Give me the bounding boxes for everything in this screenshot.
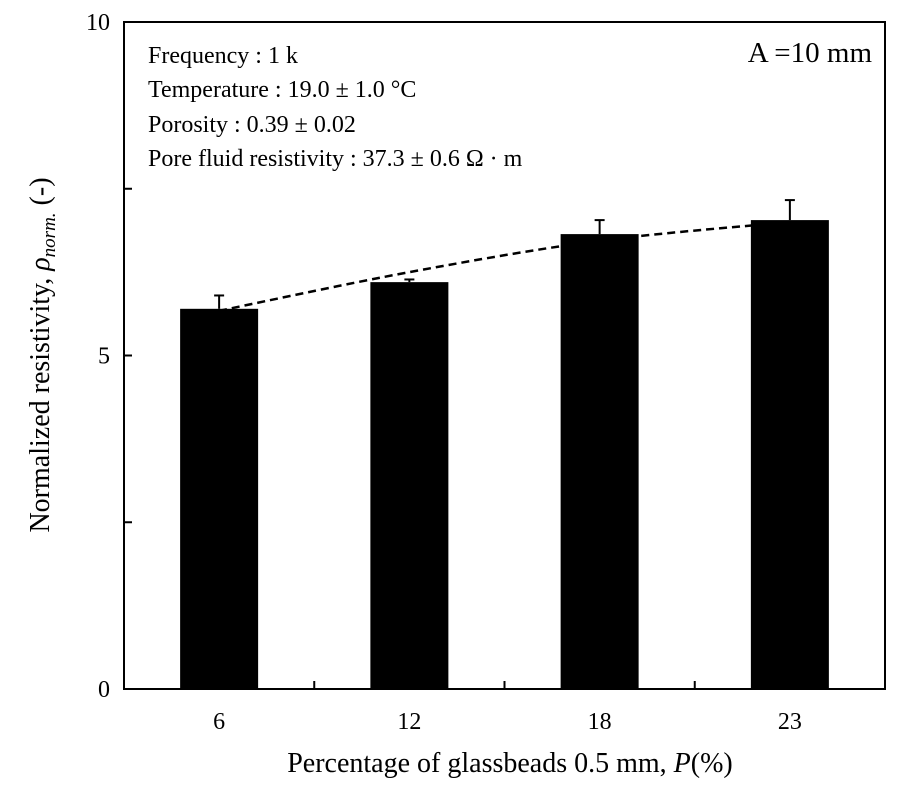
error-bar-6: [214, 294, 225, 309]
annotation-temperature: Temperature : 19.0 ± 1.0 °C: [148, 77, 416, 103]
bar-23: [750, 220, 829, 689]
y-axis-ticks: 0 5 10: [86, 10, 132, 703]
bar-6: [180, 308, 259, 689]
annotation-porosity: Porosity : 0.39 ± 0.02: [148, 112, 356, 138]
annotation-frequency: Frequency : 1 k: [148, 43, 298, 69]
annotation-pore-fluid-resistivity: Pore fluid resistivity : 37.3 ± 0.6 Ω · …: [148, 146, 523, 172]
error-bars-group: [214, 199, 795, 309]
bar-18: [560, 234, 639, 689]
y-tick-label-5: 5: [98, 344, 110, 370]
y-tick-label-10: 10: [86, 10, 110, 36]
corner-label: A =10 mm: [748, 37, 873, 69]
error-bar-23: [784, 199, 795, 221]
x-axis-ticks: 6 12 18 23: [213, 681, 802, 735]
x-tick-label-12: 12: [397, 709, 421, 735]
x-tick-label-18: 18: [588, 709, 612, 735]
x-tick-label-23: 23: [778, 709, 802, 735]
y-axis-title: Normalized resistivity, ρnorm. (-): [25, 177, 60, 532]
error-bar-12: [404, 278, 415, 283]
x-tick-label-6: 6: [213, 709, 225, 735]
bars-group: [180, 220, 829, 689]
error-bar-18: [594, 219, 605, 235]
x-axis-title: Percentage of glassbeads 0.5 mm, P(%): [287, 748, 733, 779]
trend-line: [218, 220, 790, 313]
bar-12: [370, 282, 449, 689]
y-tick-label-0: 0: [98, 677, 110, 703]
